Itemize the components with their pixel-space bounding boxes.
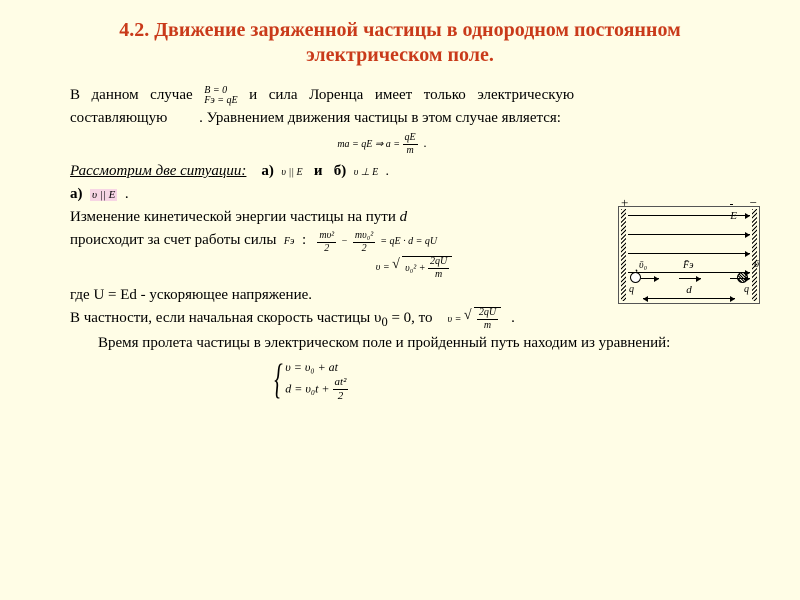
d-label: d <box>619 282 759 299</box>
case-a-lbl: а) <box>70 186 83 202</box>
particular-line: В частности, если начальная скорость час… <box>70 307 744 332</box>
intro-paragraph: В данном случае B = 0 Fэ = qE и сила Лор… <box>70 84 744 131</box>
brace-icon: { <box>274 359 282 401</box>
sys-eq2: d = υ₀t + at² 2 <box>285 377 348 402</box>
kin2-F: Fэ <box>284 236 295 247</box>
part-b: = 0, то <box>388 310 433 326</box>
motion-left: ma = qE ⇒ a = <box>337 139 400 150</box>
ke-minus: − <box>341 236 348 247</box>
case-a: а) <box>261 163 274 179</box>
situations-lead: Рассмотрим две ситуации: <box>70 163 246 179</box>
v-eq-den: m <box>428 269 449 280</box>
case-a-eq: υ || E <box>281 167 302 178</box>
ke-den2: 2 <box>353 243 375 254</box>
v2-num: 2qU <box>477 308 498 320</box>
eq-fqe: Fэ = qE <box>204 96 237 106</box>
kin1-d: d <box>400 209 408 225</box>
kinetic-equation: mυ²2 − mυ₀²2 = qE · d = qU <box>317 236 437 247</box>
case-a-heading: а) υ || E . <box>70 183 744 206</box>
velocity-equation-zero: υ = 2qUm <box>448 314 504 325</box>
case-and: и <box>314 163 323 179</box>
ke-num2: mυ₀² <box>353 231 375 243</box>
motion-num: qE <box>403 133 418 145</box>
sys2-left: d = υ₀t + <box>285 381 329 395</box>
kinematics-system: { υ = υ₀ + at d = υ₀t + at² 2 <box>70 356 744 406</box>
v2-den: m <box>477 320 498 331</box>
case-b: б) <box>334 163 347 179</box>
v0-vector <box>641 278 659 279</box>
sys-eq1: υ = υ₀ + at <box>285 358 348 377</box>
content-area: + − E ῡ₀ F̄э ῡ q q d В данном случае B =… <box>0 76 800 406</box>
force-vector <box>679 278 701 279</box>
case-a-highlight: υ || E <box>90 189 117 201</box>
part-a: В частности, если начальная скорость час… <box>70 310 381 326</box>
v-eq-num: 2qU <box>428 257 449 269</box>
v2-lead: υ = <box>448 314 462 325</box>
field-diagram: + − E ῡ₀ F̄э ῡ q q d <box>618 206 760 304</box>
case-b-eq: υ ⊥ E <box>354 167 378 178</box>
sys2-num: at² <box>333 377 349 390</box>
v-label: ῡ <box>754 256 759 273</box>
kin2-text: происходит за счет работы силы <box>70 232 276 248</box>
ke-right: = qE · d = qU <box>380 236 437 247</box>
situations-line: Рассмотрим две ситуации: а) υ || E и б) … <box>70 160 744 183</box>
v-eq-rad: υ₀² + <box>405 262 428 273</box>
p1a: В данном случае <box>70 87 193 103</box>
motion-den: m <box>403 145 418 156</box>
ke-num1: mυ² <box>317 231 336 243</box>
ke-den1: 2 <box>317 243 336 254</box>
kin1-text: Изменение кинетической энергии частицы н… <box>70 209 396 225</box>
section-title: 4.2. Движение заряженной частицы в однор… <box>0 0 800 76</box>
e-vector-label: E <box>730 208 737 225</box>
motion-equation: ma = qE ⇒ a = qE m . <box>70 131 744 160</box>
v-eq-lead: υ = <box>376 262 390 273</box>
force-label: F̄э <box>683 258 694 274</box>
v0-label: ῡ₀ <box>639 258 647 274</box>
p1c: . Уравнением движения частицы в этом слу… <box>171 110 561 126</box>
flight-line: Время пролета частицы в электрическом по… <box>70 332 744 355</box>
sys2-den: 2 <box>333 390 349 402</box>
